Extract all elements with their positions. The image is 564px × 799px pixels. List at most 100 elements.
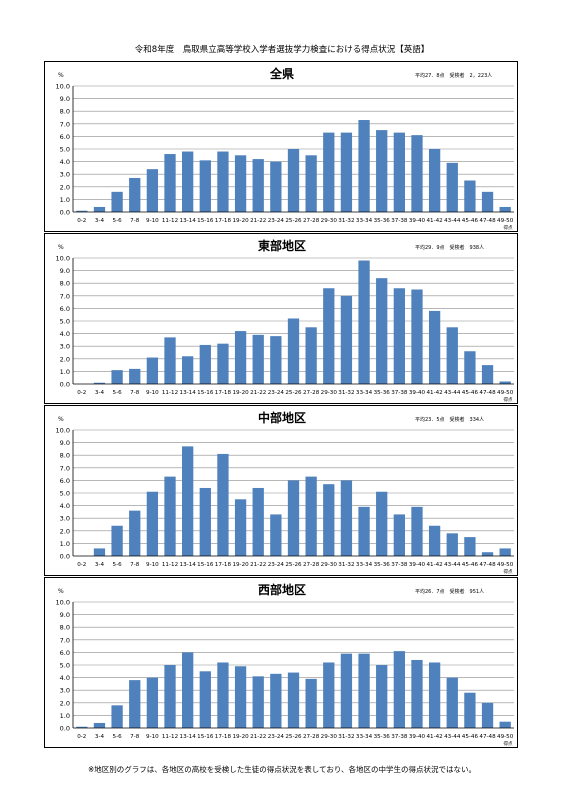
chart-panel-east: 東部地区 平均29．9点 受検者 938人% 0.0 1.0 2.0 3.0 4.0 5.0 6… — [44, 233, 518, 404]
bar — [146, 491, 159, 556]
y-tick-label: 3.0 — [60, 171, 70, 179]
bar — [411, 289, 423, 384]
x-tick-label: 13-14 — [180, 218, 197, 224]
bar — [428, 662, 441, 728]
y-tick-label: 10.0 — [56, 427, 70, 435]
x-tick-label: 37-38 — [391, 218, 408, 224]
y-tick-label: 5.0 — [60, 662, 70, 670]
y-tick-label: 3.0 — [60, 343, 70, 351]
bar — [305, 678, 317, 728]
x-tick-label: 33-34 — [356, 734, 373, 740]
chart-title: 西部地区 — [258, 582, 306, 597]
y-tick-label: 4.0 — [60, 330, 70, 338]
x-tick-label: 41-42 — [426, 734, 442, 740]
x-tick-label: 0-2 — [77, 218, 86, 224]
bar — [305, 155, 317, 212]
bar — [234, 331, 247, 384]
x-tick-label: 27-28 — [303, 562, 320, 568]
x-tick-label: 25-26 — [285, 562, 302, 568]
x-tick-label: 17-18 — [215, 734, 232, 740]
x-tick-label: 29-30 — [321, 390, 338, 396]
bar — [446, 533, 458, 556]
x-tick-label: 41-42 — [426, 390, 442, 396]
bar — [199, 671, 211, 728]
chart-panel-central: 中部地区 平均23．5点 受検者 334人% 0.0 1.0 2.0 3.0 4.0 5.0 6… — [44, 405, 518, 576]
x-tick-label: 41-42 — [426, 218, 442, 224]
bar — [234, 155, 247, 212]
x-axis-unit: 得点 — [504, 568, 513, 575]
y-tick-label: 10.0 — [56, 83, 70, 91]
y-tick-label: 9.0 — [60, 611, 70, 619]
bar — [252, 334, 264, 384]
page-title: 令和8年度 鳥取県立高等学校入学者選抜学力検査における得点状況【英語】 — [134, 45, 430, 55]
x-tick-label: 3-4 — [95, 390, 105, 396]
bar — [164, 665, 176, 728]
y-tick-label: 7.0 — [60, 292, 70, 300]
bar — [376, 665, 388, 728]
bar — [129, 680, 141, 728]
y-tick-label: 1.0 — [60, 196, 70, 204]
bar — [93, 206, 106, 212]
bar — [464, 351, 476, 384]
y-tick-label: 4.0 — [60, 502, 70, 510]
x-tick-label: 15-16 — [197, 734, 214, 740]
x-tick-label: 15-16 — [197, 562, 214, 568]
y-tick-label: 3.0 — [60, 515, 70, 523]
y-tick-label: 1.0 — [60, 712, 70, 720]
bar — [481, 702, 494, 728]
x-tick-label: 29-30 — [321, 218, 338, 224]
x-tick-label: 37-38 — [391, 390, 408, 396]
x-tick-label: 45-46 — [462, 734, 479, 740]
x-tick-label: 43-44 — [444, 218, 461, 224]
x-tick-label: 35-36 — [374, 734, 391, 740]
x-tick-label: 25-26 — [285, 390, 302, 396]
y-tick-label: 9.0 — [60, 95, 70, 103]
x-tick-label: 21-22 — [250, 218, 266, 224]
x-tick-label: 5-6 — [113, 562, 123, 568]
chart-west: 西部地区 平均26．7点 受検者 951人% 0.0 1.0 2.0 3.0 4.0 5.0 6… — [56, 582, 514, 747]
y-tick-label: 2.0 — [60, 355, 70, 363]
bar — [393, 288, 405, 384]
bar — [182, 652, 194, 728]
bar — [270, 161, 282, 212]
x-tick-label: 43-44 — [444, 390, 461, 396]
bar — [464, 692, 476, 728]
y-tick-label: 4.0 — [60, 674, 70, 682]
x-tick-label: 31-32 — [338, 562, 354, 568]
bar — [252, 487, 264, 556]
x-tick-label: 33-34 — [356, 218, 373, 224]
bar — [323, 132, 335, 212]
chart-stats: 平均27．8点 受検者 2，223人 — [415, 72, 492, 79]
bar — [358, 506, 370, 556]
bar — [411, 659, 423, 728]
x-tick-label: 27-28 — [303, 734, 320, 740]
x-tick-label: 35-36 — [374, 562, 391, 568]
x-tick-label: 49-50 — [497, 734, 514, 740]
x-tick-label: 23-24 — [268, 734, 285, 740]
x-tick-label: 39-40 — [409, 734, 426, 740]
x-tick-label: 7-8 — [130, 734, 140, 740]
bar — [234, 499, 247, 556]
bar — [111, 705, 123, 728]
bar — [411, 135, 423, 212]
x-tick-label: 23-24 — [268, 218, 285, 224]
x-tick-label: 5-6 — [113, 734, 123, 740]
bar — [411, 506, 423, 556]
chart-title: 東部地区 — [258, 238, 306, 253]
bar — [146, 677, 159, 728]
y-tick-label: 8.0 — [60, 624, 70, 632]
x-tick-label: 47-48 — [479, 562, 496, 568]
x-tick-label: 45-46 — [462, 218, 479, 224]
bar — [376, 491, 388, 556]
bar — [340, 480, 353, 556]
chart-stats: 平均29．9点 受検者 938人 — [415, 244, 484, 251]
bar — [393, 514, 405, 556]
chart-east: 東部地区 平均29．9点 受検者 938人% 0.0 1.0 2.0 3.0 4.0 5.0 6… — [56, 238, 514, 403]
x-tick-label: 17-18 — [215, 218, 232, 224]
x-tick-label: 39-40 — [409, 562, 426, 568]
bar — [393, 132, 405, 212]
x-tick-label: 15-16 — [197, 390, 214, 396]
bar — [446, 327, 458, 384]
y-tick-label: 8.0 — [60, 108, 70, 116]
y-tick-label: 4.0 — [60, 158, 70, 166]
